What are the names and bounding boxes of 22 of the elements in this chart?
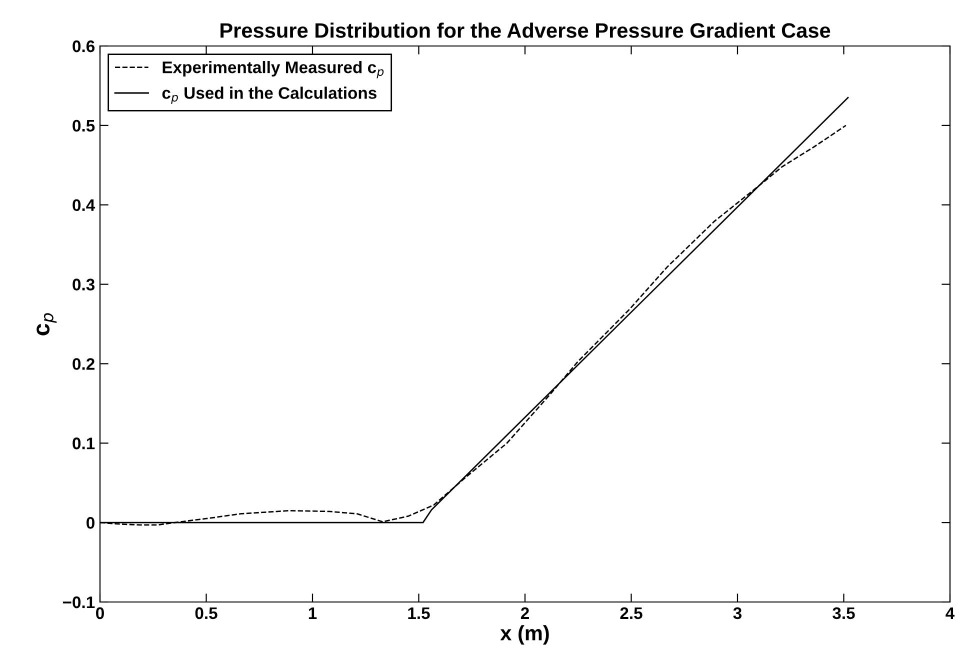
y-tick-label: 0.2 [72, 358, 94, 370]
x-tick-label: 4 [946, 607, 955, 619]
y-tick-label: 0.4 [72, 199, 96, 212]
y-tick-label: 0.3 [72, 278, 95, 291]
x-tick-label: 3.5 [832, 607, 855, 620]
x-tick-label: 2 [520, 607, 529, 619]
x-tick-label: 2.5 [620, 607, 642, 620]
y-tick-label: 0.6 [72, 40, 95, 52]
y-axis-title: c$_{p}$ [36, 313, 57, 336]
x-tick-label: 3 [733, 607, 742, 620]
y-tick-label: 0 [86, 516, 94, 529]
y-tick-label: −0.1 [62, 596, 95, 608]
x-tick-label: 0 [96, 607, 104, 620]
x-axis-title: x (m) [500, 625, 549, 645]
legend-label: c$_{p}$ Used in the Calculations [162, 86, 376, 104]
x-tick-label: 0.5 [195, 607, 218, 620]
chart-title: Pressure Distribution for the Adverse Pressure Gradient Case [220, 22, 830, 38]
x-tick-label: 1 [308, 607, 317, 619]
y-tick-label: 0.5 [72, 120, 95, 132]
legend-label: Experimentally Measured c$_{p}$ [162, 61, 384, 78]
y-tick-label: 0.1 [72, 438, 95, 450]
x-tick-label: 1.5 [408, 607, 430, 620]
